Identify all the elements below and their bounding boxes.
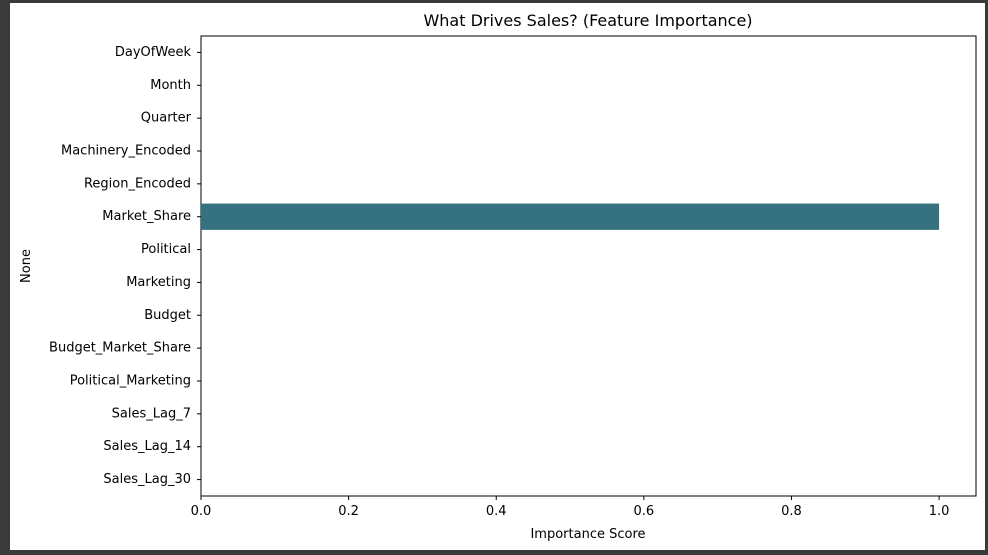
x-tick-label: 0.0: [191, 504, 212, 519]
x-tick-label: 1.0: [929, 504, 950, 519]
y-tick-label: Quarter: [141, 111, 192, 126]
feature-importance-chart: What Drives Sales? (Feature Importance) …: [19, 11, 977, 542]
x-axis: 0.0 0.2 0.4 0.6 0.8 1.0: [191, 496, 950, 519]
y-tick-label: Sales_Lag_7: [112, 406, 191, 421]
y-axis: DayOfWeek Month Quarter Machinery_Encoded Re…: [49, 45, 201, 487]
x-tick-label: 0.2: [338, 504, 359, 519]
y-tick-label: DayOfWeek: [115, 45, 192, 60]
y-axis-label: None: [19, 249, 34, 283]
chart-title: What Drives Sales? (Feature Importance): [423, 11, 752, 30]
x-axis-label: Importance Score: [530, 527, 645, 542]
bars-group: [201, 203, 940, 230]
y-tick-label: Sales_Lag_30: [103, 472, 191, 487]
y-tick-label: Political: [141, 242, 191, 257]
y-tick-label: Machinery_Encoded: [61, 144, 191, 159]
y-tick-label: Sales_Lag_14: [103, 439, 191, 454]
figure: What Drives Sales? (Feature Importance) …: [10, 3, 985, 550]
x-tick-label: 0.4: [486, 504, 507, 519]
y-tick-label: Month: [150, 78, 191, 93]
y-tick-label: Market_Share: [102, 209, 191, 224]
bar-market-share: [201, 203, 940, 230]
x-tick-label: 0.8: [781, 504, 802, 519]
y-tick-label: Region_Encoded: [84, 176, 191, 191]
x-tick-label: 0.6: [634, 504, 655, 519]
y-tick-label: Marketing: [126, 275, 191, 290]
y-tick-label: Budget_Market_Share: [49, 341, 191, 356]
y-tick-label: Budget: [144, 308, 191, 323]
plot-area: [200, 35, 977, 497]
y-tick-label: Political_Marketing: [70, 374, 191, 389]
